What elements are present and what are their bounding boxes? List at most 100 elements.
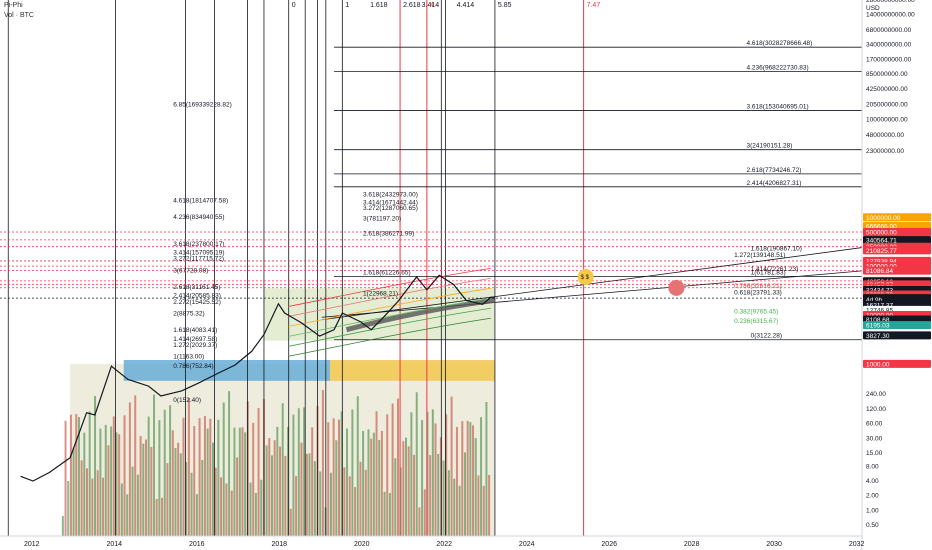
- volume-bar: [150, 446, 153, 536]
- fib-band-curve: [288, 307, 491, 347]
- price-tick-label: 23000000.00: [866, 148, 904, 155]
- price-badge-label: 340564.71: [866, 238, 897, 245]
- volume-bar: [337, 419, 340, 536]
- price-badge: [863, 331, 931, 340]
- fib-time-label: 4.414: [457, 2, 475, 9]
- volume-bar: [209, 418, 212, 536]
- volume-bar: [364, 469, 367, 536]
- volume-bar: [64, 420, 67, 536]
- fib-level-label: 1.272(2029.37): [173, 342, 217, 349]
- fib-level-label: 6.85(169339228.82): [173, 101, 232, 108]
- volume-bar: [72, 447, 75, 536]
- volume-bar: [201, 460, 204, 536]
- price-tick-label: 0.50: [866, 522, 879, 529]
- volume-bar: [238, 427, 241, 536]
- volume-bar: [380, 430, 383, 536]
- fib-time-label: 5.85: [498, 2, 512, 9]
- volume-bar: [311, 427, 314, 536]
- volume-bar: [354, 487, 357, 536]
- fib-time-label: 4: [430, 2, 434, 9]
- price-badge-label: 1000000.00: [866, 215, 901, 222]
- volume-bar: [346, 428, 349, 536]
- price-badge-label: 8108.68: [866, 317, 890, 324]
- volume-bar: [362, 430, 365, 536]
- price-tick-label: 120.00: [866, 406, 886, 413]
- blue-zone: [123, 360, 330, 381]
- fib-level-label: 2.272(15425.52): [173, 299, 221, 306]
- price-tick-label: 205000000.00: [866, 101, 908, 108]
- volume-bar: [375, 411, 378, 536]
- price-axis: [862, 0, 932, 550]
- time-tick-label: 2022: [436, 541, 452, 548]
- volume-bar: [461, 421, 464, 536]
- price-badge-label: 16217.37: [866, 302, 893, 309]
- fib-level-label: 0.786(32616.21): [734, 283, 782, 290]
- volume-bar: [455, 426, 458, 536]
- volume-bar: [466, 420, 469, 536]
- price-tick-label: 2.00: [866, 493, 879, 500]
- volume-bar: [348, 476, 351, 536]
- fib-time-label: 0: [292, 2, 296, 9]
- volume-bar: [356, 396, 359, 536]
- volume-bar: [295, 476, 298, 536]
- volume-bar: [480, 417, 483, 536]
- fib-level-label: 3.618(237800.17): [173, 241, 224, 248]
- volume-bar: [120, 483, 123, 536]
- price-badge: [863, 321, 931, 330]
- price-tick-label: 3400000000.00: [866, 42, 912, 49]
- volume-bar: [458, 485, 461, 536]
- time-tick-label: 2016: [189, 541, 205, 548]
- volume-bar: [142, 443, 145, 536]
- volume-bar: [289, 508, 292, 536]
- price-badge-label: 210825.77: [866, 248, 897, 255]
- time-tick-label: 2030: [766, 541, 782, 548]
- volume-bar: [396, 398, 399, 536]
- volume-bar: [195, 494, 198, 536]
- volume-bar: [340, 411, 343, 536]
- volume-bar: [265, 445, 268, 536]
- volume-bar: [426, 411, 429, 536]
- volume-bar: [332, 418, 335, 536]
- time-tick-label: 2026: [601, 541, 617, 548]
- fib-band-curve: [288, 277, 491, 317]
- volume-bar: [171, 430, 174, 536]
- fib-level-label: 4.618(3028278666.48): [747, 40, 813, 47]
- volume-bar: [418, 507, 421, 536]
- volume-bar: [69, 414, 72, 536]
- volume-bar: [297, 408, 300, 536]
- volume-bar: [182, 417, 185, 536]
- fib-level-label: 1(1163.00): [173, 354, 204, 361]
- volume-bar: [166, 463, 169, 536]
- fib-band-curve: [288, 317, 491, 357]
- volume-bar: [402, 441, 405, 536]
- volume-bar: [329, 472, 332, 536]
- volume-bar: [158, 420, 161, 536]
- volume-bar: [469, 422, 472, 536]
- fib-level-label: 1.414(2697.58): [173, 336, 217, 343]
- fib-level-label: 2.618(386271.99): [363, 230, 414, 237]
- volume-bar: [67, 481, 70, 536]
- volume-bar: [477, 475, 480, 536]
- time-tick-label: 2024: [519, 541, 535, 548]
- volume-bar: [228, 391, 231, 536]
- volume-bar: [169, 405, 172, 536]
- volume-bar: [270, 455, 273, 536]
- fib-time-label: 7.47: [587, 2, 601, 9]
- volume-bar: [153, 394, 156, 536]
- volume-bar: [415, 392, 418, 536]
- price-tick-label: 15.00: [866, 450, 883, 457]
- volume-bar: [434, 423, 437, 536]
- volume-bar: [351, 409, 354, 536]
- volume-bar: [474, 438, 477, 536]
- volume-bar: [394, 458, 397, 536]
- volume-bar: [134, 395, 137, 536]
- volume-bar: [131, 466, 134, 536]
- volume-bar: [292, 414, 295, 536]
- price-tick-label: 48000000.00: [866, 132, 904, 139]
- volume-bar: [276, 426, 279, 536]
- volume-bar: [386, 414, 389, 536]
- fib-level-label: 0.786(752.84): [173, 363, 213, 370]
- volume-bar: [102, 477, 105, 536]
